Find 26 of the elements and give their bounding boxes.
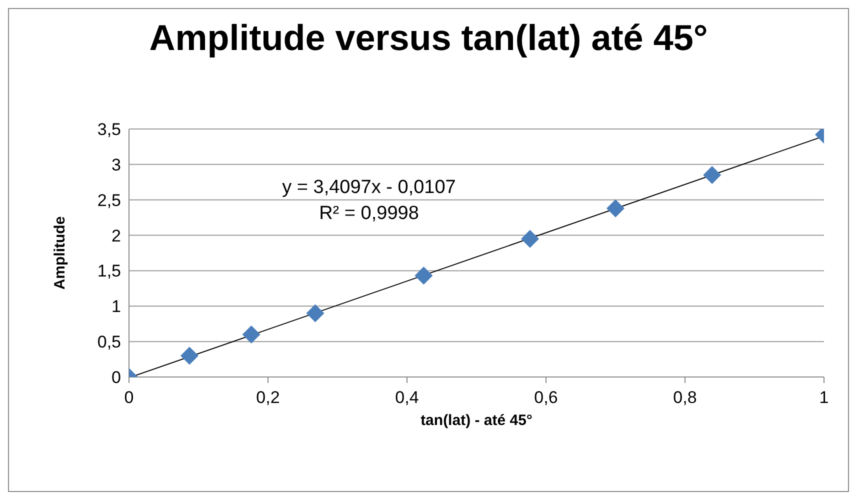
y-tick-label: 2: [112, 226, 121, 246]
x-tick-label: 1: [819, 388, 829, 408]
x-tick-label: 0: [124, 388, 134, 408]
point: [606, 199, 624, 218]
x-tick-label: 0,6: [534, 388, 558, 408]
point: [703, 166, 722, 184]
x-tick-label: 0,4: [395, 388, 419, 408]
y-tick-label: 1: [112, 297, 121, 316]
point: [180, 346, 198, 365]
chart-title: Amplitude versus tan(lat) até 45°: [148, 17, 709, 59]
y-tick-label: 0,5: [97, 332, 121, 352]
y-tick-label: 1,5: [97, 262, 121, 281]
y-tick-label: 3: [112, 155, 121, 174]
point: [521, 230, 540, 248]
x-axis-title: tan(lat) - até 45°: [420, 412, 532, 429]
x-tick-label: 0,2: [256, 388, 280, 408]
annotation: y = 3,4097x - 0,0107: [281, 177, 457, 199]
y-tick-label: 2,5: [97, 190, 121, 210]
point: [242, 325, 260, 344]
annotation: R² = 0,9998: [318, 203, 420, 225]
y-tick-label: 0: [112, 368, 121, 388]
point: [306, 304, 324, 322]
y-axis-title: Amplitude: [51, 216, 68, 290]
x-tick-label: 0,8: [673, 388, 697, 408]
point: [414, 266, 433, 285]
y-tick-label: 3,5: [97, 120, 121, 140]
